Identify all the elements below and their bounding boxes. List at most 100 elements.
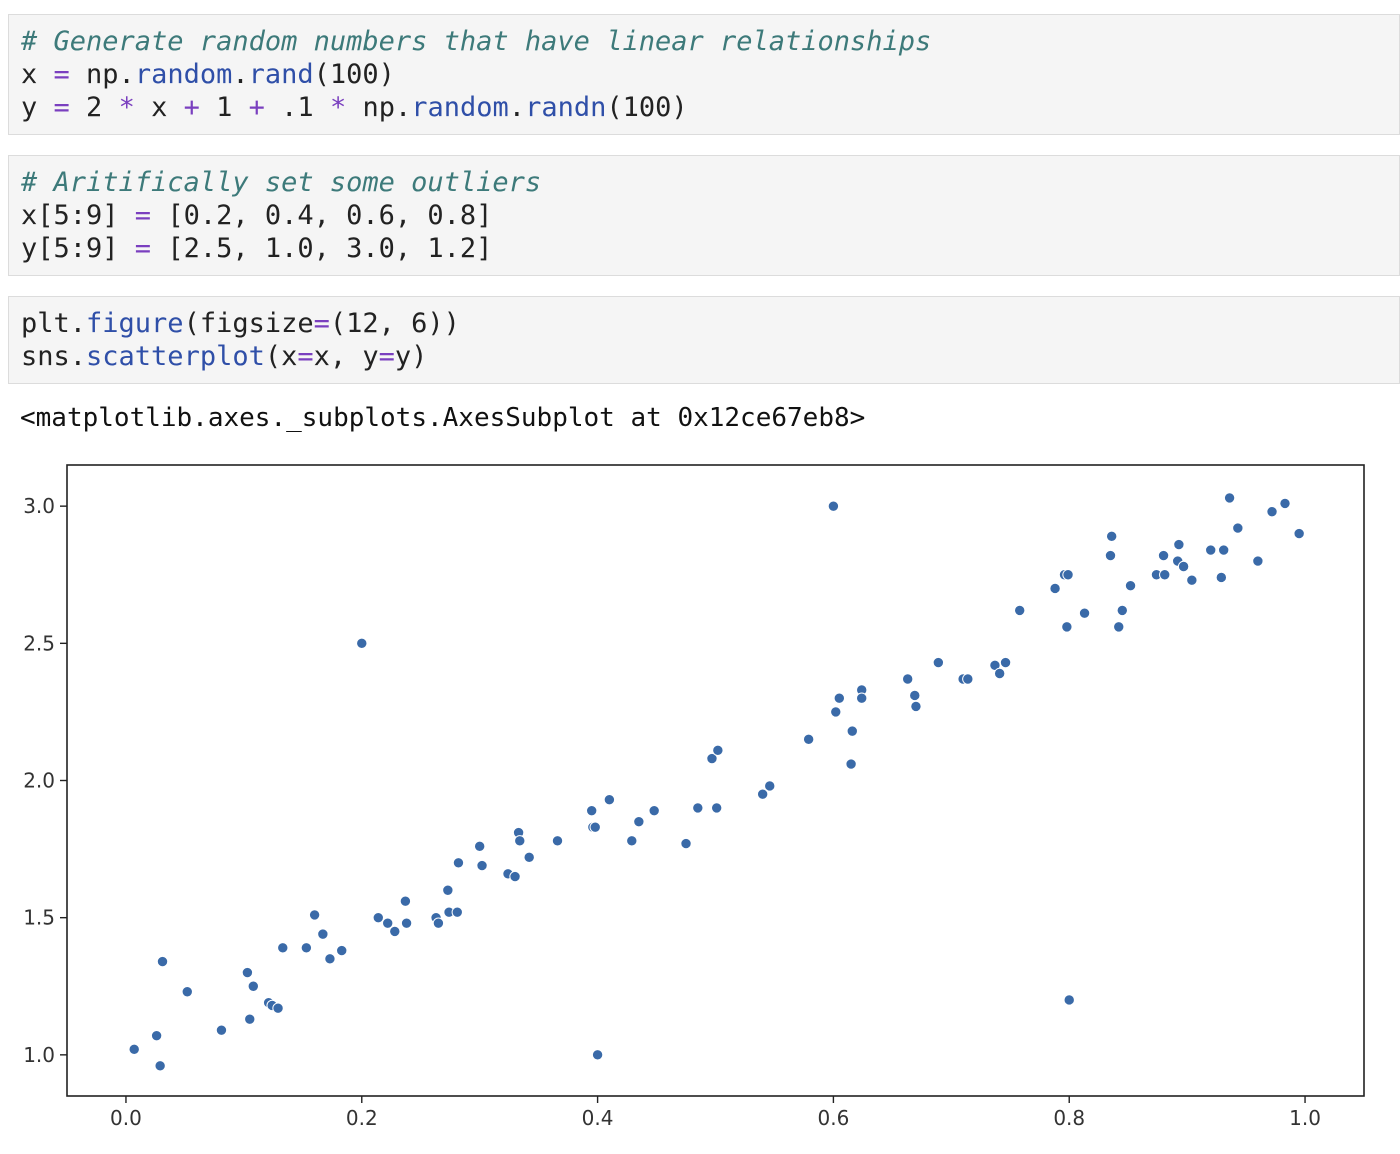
x-tick-label: 0.0 <box>110 1106 142 1130</box>
code-token: = <box>378 341 395 372</box>
data-point <box>1252 555 1264 567</box>
code-token: scatterplot <box>86 341 265 372</box>
x-tick-label: 0.6 <box>818 1106 850 1130</box>
data-point <box>1217 544 1230 556</box>
data-point <box>680 837 692 850</box>
data-point <box>764 780 776 792</box>
data-point <box>1159 569 1171 581</box>
code-cell-1[interactable]: # Generate random numbers that have line… <box>8 14 1400 135</box>
code-token: x, y <box>313 341 379 372</box>
code-line: plt.figure(figsize=(12, 6)) <box>21 307 1387 340</box>
data-point <box>1061 621 1073 633</box>
data-point <box>845 758 857 770</box>
data-point <box>1062 569 1074 581</box>
data-point <box>1116 604 1128 617</box>
data-point <box>1157 549 1170 562</box>
y-tick-label: 1.5 <box>23 906 55 930</box>
data-point <box>901 673 914 685</box>
data-point <box>1293 527 1305 540</box>
data-point <box>241 966 254 979</box>
code-token: (figsize <box>183 308 314 339</box>
data-point <box>451 906 463 918</box>
data-point <box>128 1043 140 1056</box>
x-tick-label: 1.0 <box>1289 1106 1321 1130</box>
code-token: . <box>508 92 526 123</box>
data-point <box>181 986 193 998</box>
data-point <box>1215 571 1228 584</box>
code-token: 1 <box>199 92 249 123</box>
data-point <box>1113 621 1125 633</box>
data-point <box>909 689 921 702</box>
x-tick-label: 0.2 <box>346 1106 378 1130</box>
scatter-chart: 0.0 0.2 0.4 0.6 0.8 1.0 1.0 1.5 2.0 2.5 3.0 <box>23 464 1365 1130</box>
data-point <box>802 733 815 746</box>
data-point <box>476 859 488 872</box>
data-point <box>150 1029 163 1042</box>
data-point <box>589 821 601 833</box>
data-point <box>706 752 718 765</box>
code-cell-3[interactable]: plt.figure(figsize=(12, 6)) sns.scatterpl… <box>8 296 1400 384</box>
data-point <box>1232 522 1244 534</box>
code-token: = <box>53 92 70 123</box>
data-point <box>1124 580 1137 592</box>
code-line: x[5:9] = [0.2, 0.4, 0.6, 0.8] <box>21 199 1387 232</box>
code-token: y[5:9] <box>21 233 135 264</box>
data-point <box>308 909 321 921</box>
x-tick-label: 0.8 <box>1053 1106 1085 1130</box>
data-point <box>244 1013 256 1025</box>
code-token: + <box>248 92 265 123</box>
code-line: # Generate random numbers that have line… <box>21 25 1387 58</box>
data-point <box>830 706 842 718</box>
code-token: = <box>297 341 314 372</box>
code-token: x <box>134 92 184 123</box>
code-token: x <box>21 59 54 90</box>
code-comment: # Generate random numbers that have line… <box>21 26 932 57</box>
data-point <box>523 851 535 864</box>
data-point <box>336 944 348 957</box>
data-point <box>432 917 445 929</box>
data-point <box>993 667 1006 680</box>
data-point <box>1177 560 1190 573</box>
data-point <box>756 788 769 800</box>
data-point <box>400 917 413 929</box>
code-token: x[5:9] <box>21 200 135 231</box>
code-cell-2[interactable]: # Aritifically set some outliers x[5:9] =… <box>8 155 1400 276</box>
code-token: + <box>183 92 200 123</box>
data-point <box>833 692 846 704</box>
data-point <box>585 804 598 817</box>
data-point <box>154 1060 166 1072</box>
code-token: (100) <box>606 92 688 123</box>
code-token: plt. <box>21 308 87 339</box>
data-point <box>910 700 922 713</box>
data-point <box>692 802 704 814</box>
data-point <box>473 840 486 853</box>
data-point <box>1049 582 1061 595</box>
data-point <box>317 928 329 940</box>
y-tick-label: 1.0 <box>23 1043 55 1067</box>
data-point <box>300 942 313 954</box>
code-token: * <box>118 92 135 123</box>
code-token: random <box>134 59 233 90</box>
data-point <box>514 835 526 847</box>
code-token: * <box>329 92 347 123</box>
data-point <box>846 725 858 737</box>
code-line: # Aritifically set some outliers <box>21 166 1387 199</box>
data-point <box>648 804 660 817</box>
y-tick-label: 3.0 <box>23 494 55 518</box>
code-token: .1 <box>264 92 330 123</box>
code-token: = <box>134 200 152 231</box>
data-point <box>452 857 465 869</box>
code-token: = <box>313 308 330 339</box>
code-line: y = 2 * x + 1 + .1 * np.random.randn(100… <box>21 91 1387 124</box>
data-point <box>382 917 394 929</box>
code-token: (100) <box>313 59 395 90</box>
code-token: rand <box>248 59 314 90</box>
data-point <box>509 870 521 883</box>
code-token: y <box>21 92 54 123</box>
code-token: 2 <box>69 92 119 123</box>
data-point <box>1279 497 1291 510</box>
code-line: y[5:9] = [2.5, 1.0, 3.0, 1.2] <box>21 232 1387 265</box>
y-tick-label: 2.5 <box>23 631 55 655</box>
data-point <box>551 835 564 847</box>
code-token: [2.5, 1.0, 3.0, 1.2] <box>151 233 493 264</box>
